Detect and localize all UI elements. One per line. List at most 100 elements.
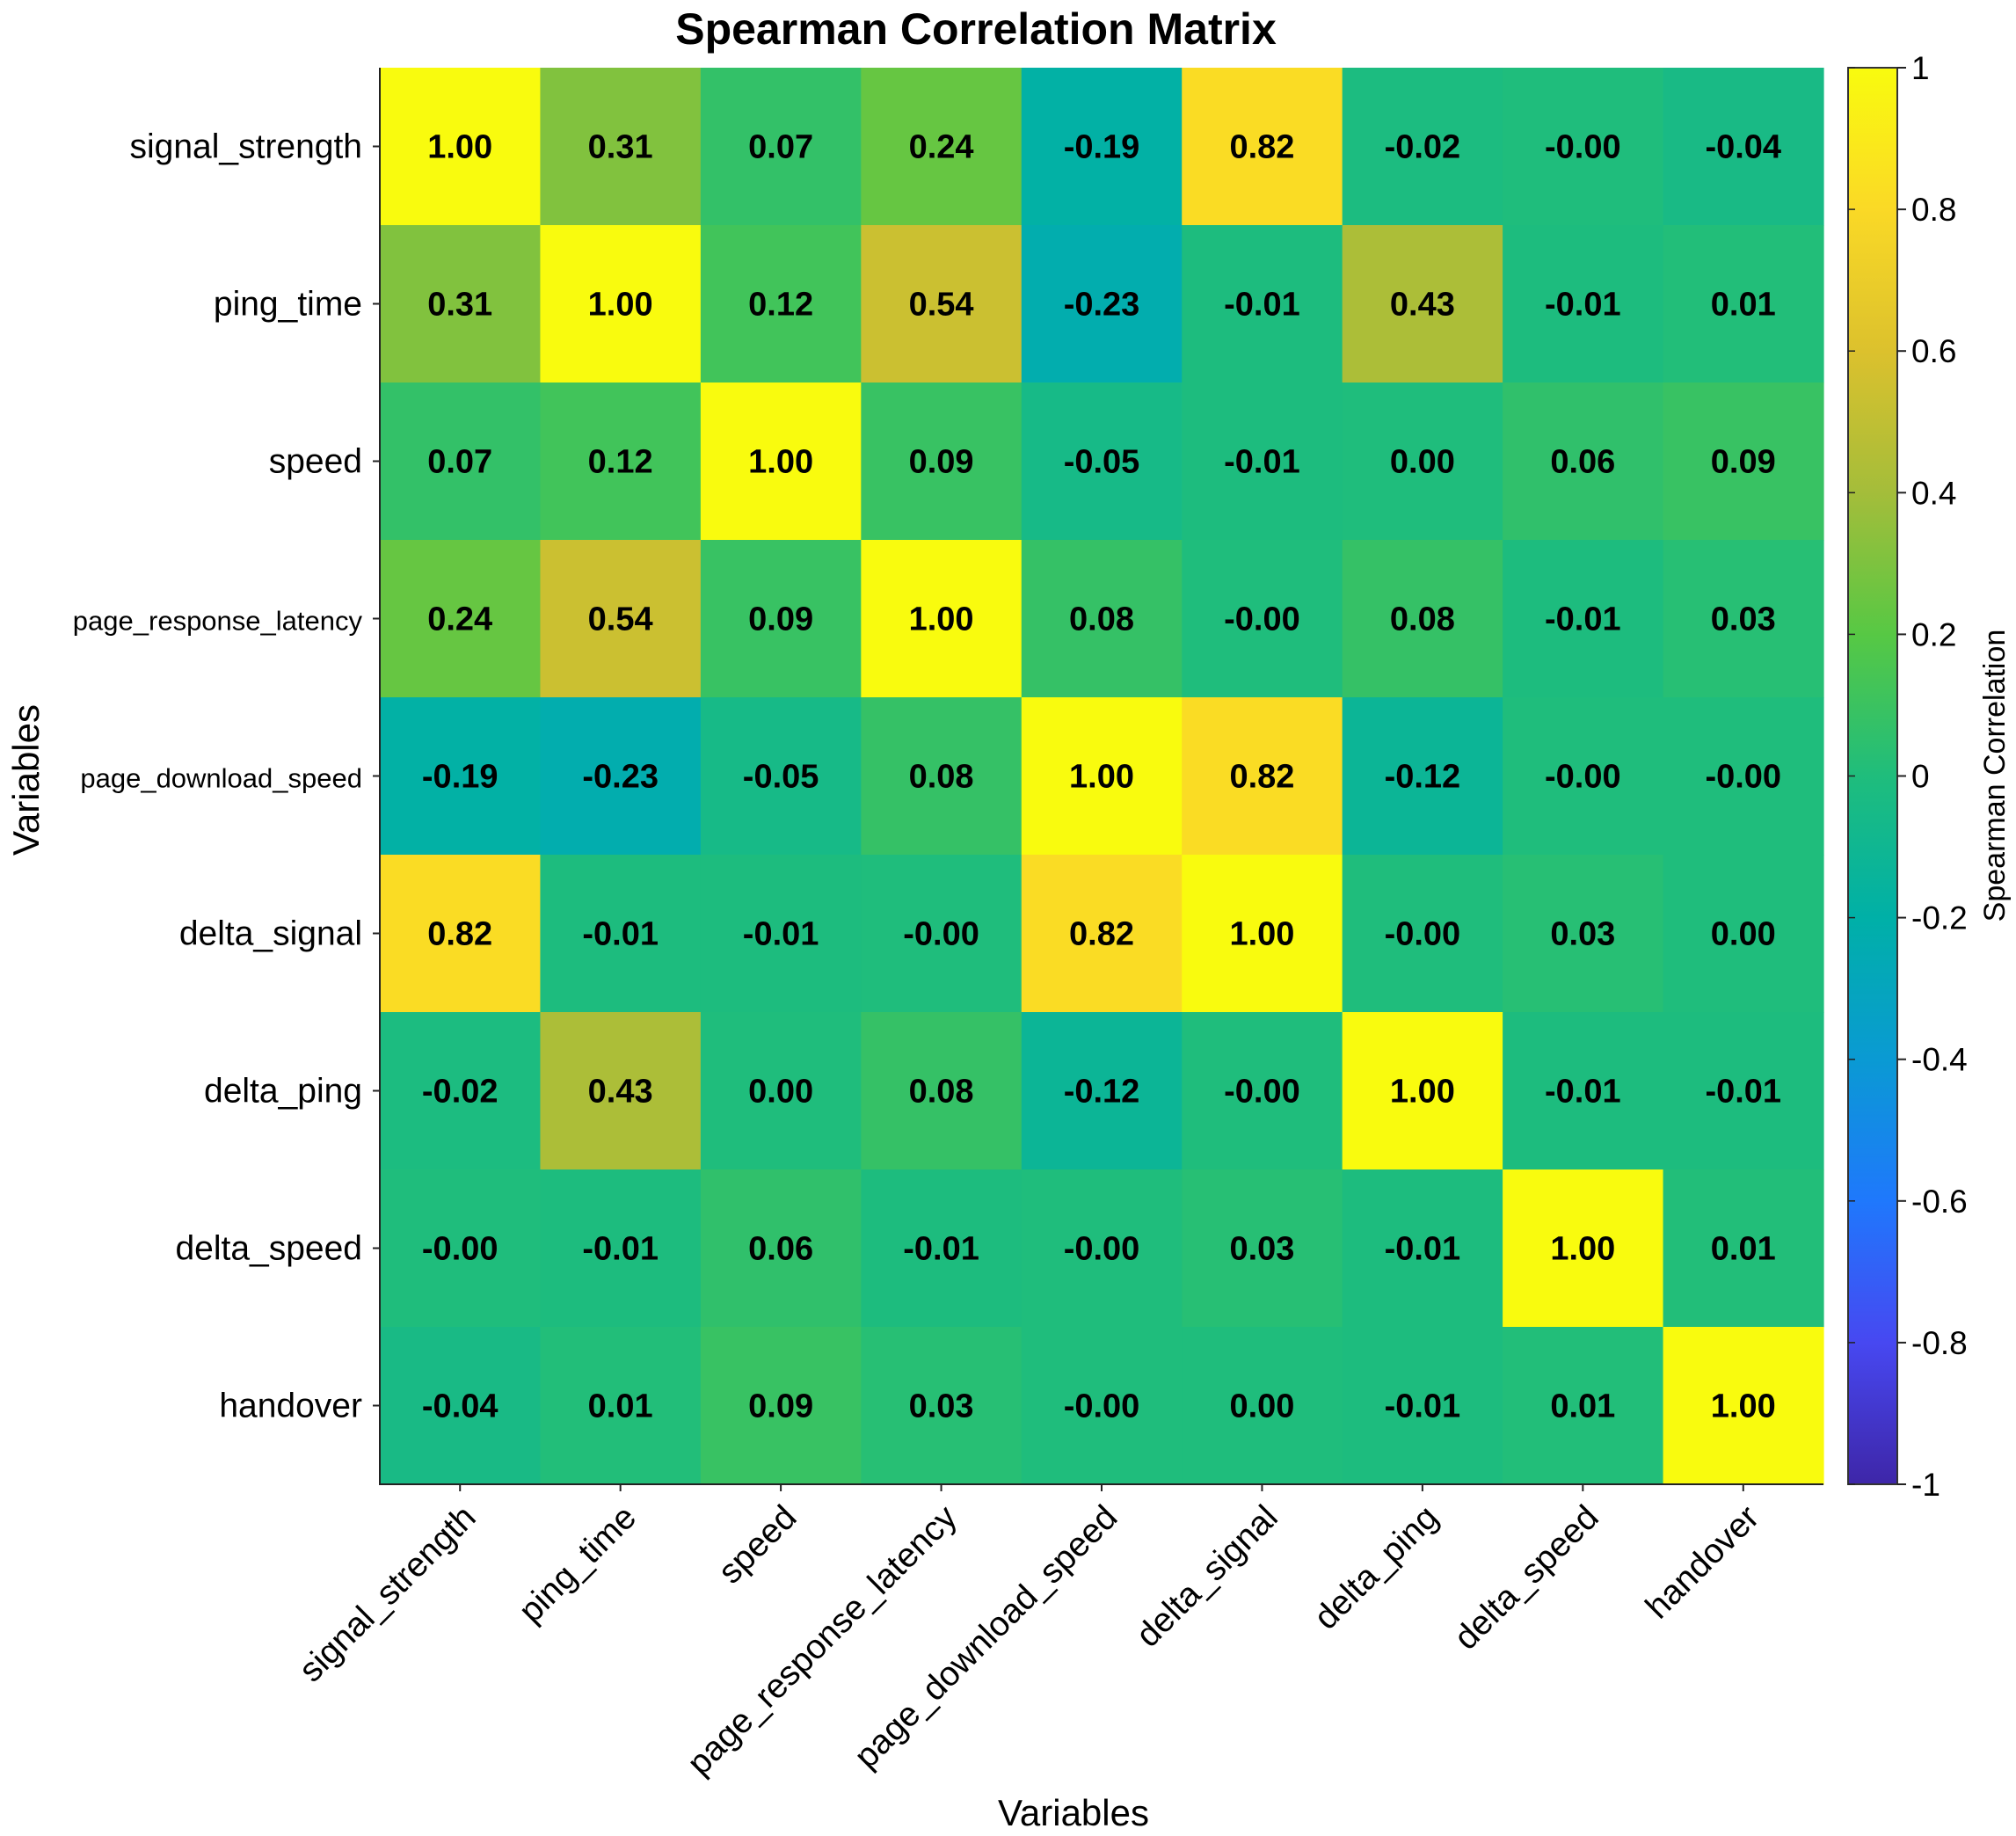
- cell-value-label: -0.05: [1064, 444, 1140, 481]
- cell-value-label: 0.03: [1711, 601, 1776, 638]
- heatmap-cell-labels: 1.00 0.31 0.07 0.24 -0.19 0.82 -0.02 -0.00 -0.04…: [422, 129, 1781, 1425]
- cell-value-label: 0.03: [1229, 1231, 1294, 1268]
- cell-value-label: 1.00: [909, 601, 974, 638]
- y-tick-label: delta_signal: [179, 915, 362, 953]
- heatmap-cell: [1663, 225, 1824, 383]
- heatmap-cell: [1503, 855, 1664, 1013]
- heatmap-cell: [1342, 1012, 1503, 1170]
- x-tick-labels: signal_strength ping_time speedpage_respon…: [292, 1498, 1766, 1783]
- heatmap-cell: [1021, 68, 1183, 226]
- cell-value-label: 0.00: [1229, 1388, 1294, 1425]
- heatmap-cell: [861, 1169, 1023, 1328]
- x-axis-label: Variables: [998, 1792, 1149, 1833]
- cell-value-label: -0.01: [1385, 1388, 1461, 1425]
- cell-value-label: -0.00: [903, 916, 979, 953]
- colorbar-tick-label: 0.8: [1911, 192, 1956, 228]
- heatmap-cell: [1503, 382, 1664, 541]
- chart-title: Spearman Correlation Matrix: [675, 4, 1277, 54]
- cell-value-label: 0.03: [1550, 916, 1615, 953]
- cell-value-label: -0.01: [743, 916, 819, 953]
- heatmap-cell: [1663, 697, 1824, 856]
- y-tick-label: page_download_speed: [80, 763, 362, 794]
- heatmap-cell: [1182, 540, 1343, 698]
- heatmap-cell: [540, 855, 702, 1013]
- heatmap-cell: [1503, 1012, 1664, 1170]
- cell-value-label: -0.00: [1224, 601, 1300, 638]
- cell-value-label: 0.07: [427, 444, 492, 481]
- cell-value-label: 0.06: [748, 1231, 813, 1268]
- heatmap-cell: [1663, 1012, 1824, 1170]
- colorbar-tick-label: 0.2: [1911, 616, 1956, 652]
- x-tick-label: page_download_speed: [848, 1498, 1125, 1776]
- cell-value-label: -0.01: [903, 1231, 979, 1268]
- colorbar-tick-label: -0.6: [1911, 1184, 1968, 1220]
- cell-value-label: -0.01: [1224, 287, 1300, 324]
- x-tick-label: speed: [711, 1498, 804, 1592]
- heatmap-cell: [1021, 225, 1183, 383]
- cell-value-label: 0.12: [748, 287, 813, 324]
- cell-value-label: -0.01: [1224, 444, 1300, 481]
- heatmap-cell: [540, 1327, 702, 1485]
- heatmap-cell: [700, 1327, 862, 1485]
- cell-value-label: 0.00: [748, 1074, 813, 1111]
- heatmap-cell: [1182, 382, 1343, 541]
- heatmap-cell: [1182, 1169, 1343, 1328]
- heatmap-cell: [540, 225, 702, 383]
- cell-value-label: -0.23: [582, 759, 659, 796]
- cell-value-label: 0.54: [909, 287, 974, 324]
- heatmap-cell: [700, 855, 862, 1013]
- heatmap-cell: [380, 1169, 542, 1328]
- heatmap-cell: [1182, 68, 1343, 226]
- cell-value-label: -0.04: [1705, 129, 1781, 166]
- heatmap-cell: [1503, 697, 1664, 856]
- cell-value-label: -0.00: [1064, 1388, 1140, 1425]
- heatmap-cell: [380, 1327, 542, 1485]
- cell-value-label: 0.00: [1711, 916, 1776, 953]
- cell-value-label: -0.00: [422, 1231, 499, 1268]
- heatmap-cell: [380, 225, 542, 383]
- heatmap-cell: [861, 697, 1023, 856]
- cell-value-label: 0.03: [909, 1388, 974, 1425]
- cell-value-label: 0.12: [588, 444, 653, 481]
- cell-value-label: -0.19: [1064, 129, 1140, 166]
- cell-value-label: 0.01: [1711, 1231, 1776, 1268]
- heatmap-cell: [540, 1012, 702, 1170]
- heatmap-cell: [700, 1012, 862, 1170]
- heatmap-cells: [380, 68, 1824, 1485]
- heatmap-cell: [540, 1169, 702, 1328]
- cell-value-label: 0.24: [909, 129, 974, 166]
- cell-value-label: -0.01: [1545, 1074, 1621, 1111]
- heatmap-cell: [1342, 540, 1503, 698]
- colorbar-tick-label: -0.4: [1911, 1042, 1968, 1078]
- cell-value-label: 0.00: [1390, 444, 1455, 481]
- cell-value-label: -0.02: [422, 1074, 499, 1111]
- heatmap-cell: [1503, 540, 1664, 698]
- cell-value-label: 0.08: [909, 759, 974, 796]
- cell-value-label: 0.09: [1711, 444, 1776, 481]
- y-tick-label: signal_strength: [129, 128, 362, 166]
- heatmap-cell: [380, 540, 542, 698]
- heatmap-cell: [861, 225, 1023, 383]
- cell-value-label: 1.00: [427, 129, 492, 166]
- heatmap-cell: [861, 540, 1023, 698]
- cell-value-label: 0.06: [1550, 444, 1615, 481]
- heatmap-cell: [1021, 540, 1183, 698]
- heatmap-cell: [380, 697, 542, 856]
- heatmap-cell: [1342, 697, 1503, 856]
- cell-value-label: -0.00: [1224, 1074, 1300, 1111]
- cell-value-label: 0.01: [588, 1388, 653, 1425]
- cell-value-label: 0.08: [1069, 601, 1134, 638]
- heatmap-cell: [700, 1169, 862, 1328]
- x-tick-label: delta_speed: [1447, 1498, 1606, 1658]
- cell-value-label: -0.01: [1545, 287, 1621, 324]
- cell-value-label: 0.08: [909, 1074, 974, 1111]
- heatmap-cell: [700, 540, 862, 698]
- cell-value-label: -0.01: [582, 1231, 659, 1268]
- cell-value-label: 0.31: [588, 129, 653, 166]
- cell-value-label: 1.00: [1550, 1231, 1615, 1268]
- colorbar-gradient: [1847, 67, 1898, 1485]
- cell-value-label: 1.00: [1069, 759, 1134, 796]
- x-tick-label: page_response_latency: [680, 1498, 965, 1783]
- heatmap-axes: [373, 68, 1823, 1491]
